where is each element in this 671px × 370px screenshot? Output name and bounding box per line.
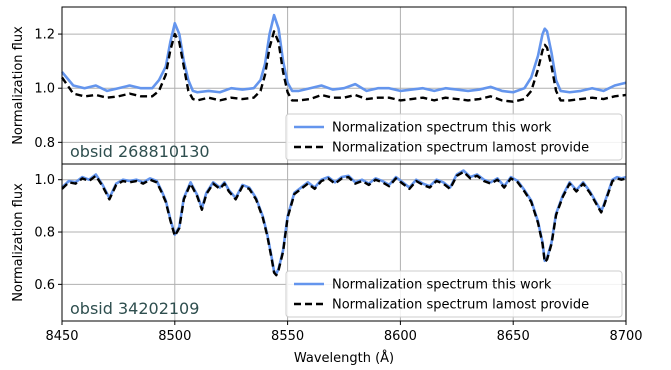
bottom-panel-lines	[61, 169, 627, 277]
top-panel-y-tick-label: 1.2	[34, 28, 55, 43]
top-panel-y-tick-label: 0.8	[34, 136, 55, 151]
top-panel-legend-label-this-work: Normalization spectrum this work	[332, 121, 552, 136]
bottom-panel-y-tick-label: 1.0	[34, 173, 55, 188]
top-panel-lines	[61, 13, 627, 103]
x-tick-label: 8550	[271, 329, 304, 344]
top-panel: 0.8 1.0 1.2 Normalization flux obsid 26881…	[11, 6, 627, 165]
bottom-panel-obsid-annotation: obsid 34202109	[70, 299, 199, 318]
top-panel-y-ticks: 0.8 1.0 1.2	[34, 28, 62, 151]
bottom-panel-legend-label-lamost: Normalization spectrum lamost provide	[332, 298, 589, 313]
x-tick-label: 8600	[384, 329, 417, 344]
top-panel-series-normalization-spectrum-lamost-provide	[61, 30, 627, 103]
x-tick-label: 8700	[609, 329, 642, 344]
bottom-panel-frame	[61, 163, 627, 322]
bottom-panel-series-normalization-spectrum-lamost-provide	[61, 170, 627, 277]
top-panel-legend-box	[285, 113, 623, 161]
bottom-panel-legend-box	[285, 270, 623, 318]
bottom-panel-x-ticks: 8450 8500 8550 8600 8650 8700	[45, 321, 643, 344]
top-panel-legend-label-lamost: Normalization spectrum lamost provide	[332, 141, 589, 156]
bottom-panel-legend: Normalization spectrum this work Normali…	[285, 270, 623, 318]
bottom-panel-y-axis-label: Normalization flux	[11, 183, 26, 302]
top-panel-y-axis-label: Normalization flux	[11, 26, 26, 145]
bottom-panel: 0.6 0.8 1.0 8450 8500 8550 8600 8650 8700 Norma…	[11, 163, 643, 366]
top-panel-series-normalization-spectrum-this-work	[61, 13, 627, 94]
bottom-panel-y-ticks: 0.6 0.8 1.0	[34, 173, 62, 293]
top-panel-obsid-annotation: obsid 268810130	[70, 142, 210, 161]
x-tick-label: 8500	[158, 329, 191, 344]
bottom-panel-y-tick-label: 0.8	[34, 226, 55, 241]
bottom-panel-y-tick-label: 0.6	[34, 278, 55, 293]
top-panel-y-tick-label: 1.0	[34, 82, 55, 97]
bottom-panel-legend-label-this-work: Normalization spectrum this work	[332, 278, 552, 293]
x-tick-label: 8450	[45, 329, 78, 344]
x-axis-label: Wavelength (Å)	[294, 350, 394, 366]
top-panel-legend: Normalization spectrum this work Normali…	[285, 113, 623, 161]
x-tick-label: 8650	[497, 329, 530, 344]
